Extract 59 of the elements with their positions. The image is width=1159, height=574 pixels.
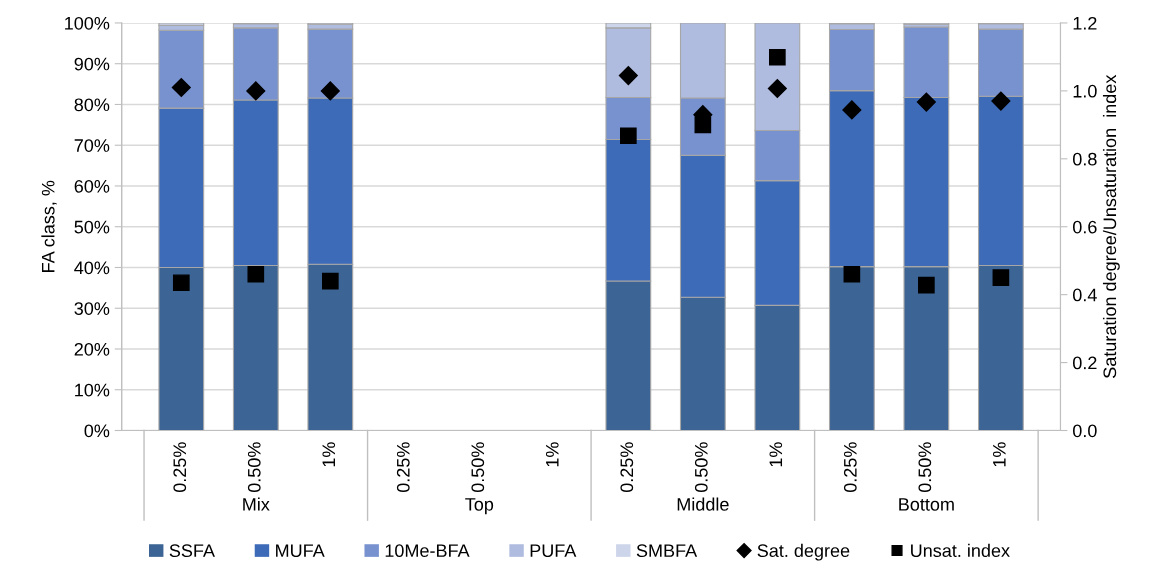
x-tick-label: 0.50% [918,442,932,493]
legend-label: PUFA [530,544,577,558]
legend-label: MUFA [276,544,325,558]
y-tick-label: 60% [74,179,110,193]
point [172,274,190,292]
point [620,127,637,145]
legend-label: 10Me-BFA [385,544,470,558]
x-tick-label: 0.50% [471,442,485,493]
point [769,48,786,66]
y-tick-label: 80% [74,98,110,112]
point [992,269,1010,287]
text: Mix [243,497,270,511]
point [918,276,935,294]
text: Middle [677,497,729,511]
y-tick-label: 100% [65,16,110,30]
y-tick-label: 10% [75,383,110,397]
text: Bottom [899,498,954,511]
point [767,78,787,99]
y2-axis-title: Saturation degree/Unsaturation index [1102,74,1120,378]
legend-label: SMBFA [636,544,698,558]
y2-tick-label: 0.6 [1073,220,1097,234]
point [843,265,861,283]
point [246,81,266,101]
y-tick-label: 70% [74,139,110,152]
x-tick-label: 0.25% [843,442,857,493]
legend-label: Unsat. index [911,543,1010,558]
y2-tick-label: 0.0 [1073,424,1097,438]
y-axis-title: FA class, % [41,180,57,272]
x-tick-label: 1% [993,442,1006,467]
point [321,272,339,290]
x-tick-label: 1% [545,442,559,467]
point [991,91,1011,111]
y-tick-label: 0% [84,424,110,438]
y2-tick-label: 0.4 [1073,288,1097,302]
point [320,81,340,101]
y-tick-label: 30% [74,302,110,315]
legend-label: SSFA [169,544,215,558]
x-tick-label: 0.25% [173,442,187,493]
y2-tick-label: 0.2 [1073,356,1097,370]
point [171,77,191,98]
x-tick-label: 0.50% [694,442,708,493]
y-tick-label: 90% [74,57,110,71]
point [618,66,638,86]
y-tick-label: 20% [74,342,110,356]
point [916,92,936,112]
x-tick-label: 1% [322,442,336,467]
text: Top [465,498,494,515]
y2-tick-label: 0.8 [1073,152,1097,166]
x-tick-label: 0.25% [620,442,634,493]
y2-tick-label: 1.0 [1073,84,1097,98]
y-tick-label: 50% [74,220,110,234]
legend-label: Sat. degree [757,543,850,561]
point [842,100,862,120]
point [247,265,265,283]
x-tick-label: 0.25% [396,442,410,493]
x-tick-label: 0.50% [247,442,261,493]
x-tick-label: 1% [769,442,783,467]
y2-tick-label: 1.2 [1073,16,1097,30]
y-tick-label: 40% [74,261,110,275]
